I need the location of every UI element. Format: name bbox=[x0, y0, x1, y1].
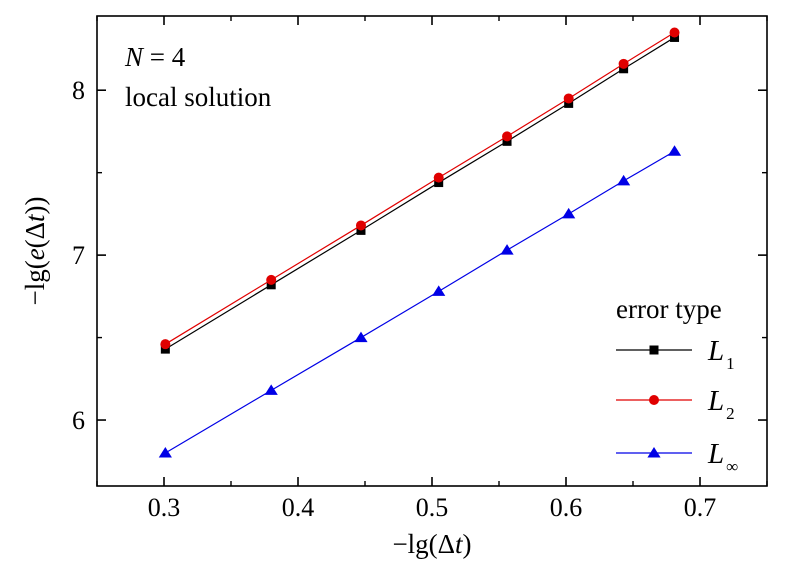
data-point bbox=[618, 58, 629, 69]
data-point bbox=[266, 274, 277, 285]
data-point bbox=[433, 172, 444, 183]
data-point bbox=[563, 93, 574, 104]
y-tick-labels: 6 7 8 bbox=[72, 76, 85, 435]
data-point bbox=[160, 339, 171, 350]
x-tick-label: 0.3 bbox=[148, 493, 181, 522]
series-line bbox=[165, 31, 675, 345]
legend-marker bbox=[649, 345, 659, 355]
data-point bbox=[669, 27, 680, 38]
x-tick-label: 0.5 bbox=[416, 493, 449, 522]
y-tick-label: 6 bbox=[72, 406, 85, 435]
data-point bbox=[355, 220, 366, 231]
data-point bbox=[500, 244, 514, 255]
data-point bbox=[158, 447, 172, 458]
y-tick-label: 8 bbox=[72, 76, 85, 105]
series-3 bbox=[158, 145, 682, 458]
legend-marker bbox=[647, 447, 661, 458]
x-tick-labels: 0.3 0.4 0.5 0.6 0.7 bbox=[148, 493, 717, 522]
x-tick-label: 0.4 bbox=[282, 493, 315, 522]
data-point bbox=[354, 331, 368, 343]
series-2 bbox=[160, 27, 680, 350]
data-point bbox=[667, 145, 682, 156]
axis-ticks bbox=[96, 16, 768, 486]
annotation-n: N = 4 bbox=[124, 42, 186, 72]
y-tick-label: 7 bbox=[72, 241, 85, 270]
data-point bbox=[502, 131, 513, 142]
x-tick-label: 0.7 bbox=[684, 493, 717, 522]
legend-marker bbox=[649, 395, 659, 405]
legend-entry-3: L ∞ bbox=[616, 438, 738, 476]
legend-label: L ∞ bbox=[707, 438, 738, 476]
y-axis-label: −lg(e(Δt)) bbox=[20, 196, 50, 305]
data-point bbox=[264, 384, 278, 395]
x-axis-label: −lg(Δt) bbox=[392, 529, 471, 559]
data-point bbox=[432, 285, 446, 296]
x-tick-label: 0.6 bbox=[550, 493, 583, 522]
legend-title: error type bbox=[616, 294, 722, 324]
legend: error type L 1 L 2 L ∞ bbox=[616, 294, 738, 476]
data-point bbox=[562, 207, 576, 219]
series-layer bbox=[158, 27, 682, 458]
series-line bbox=[165, 36, 675, 350]
annotation-local-solution: local solution bbox=[125, 82, 272, 112]
data-point bbox=[617, 174, 631, 186]
series-line bbox=[165, 150, 675, 454]
